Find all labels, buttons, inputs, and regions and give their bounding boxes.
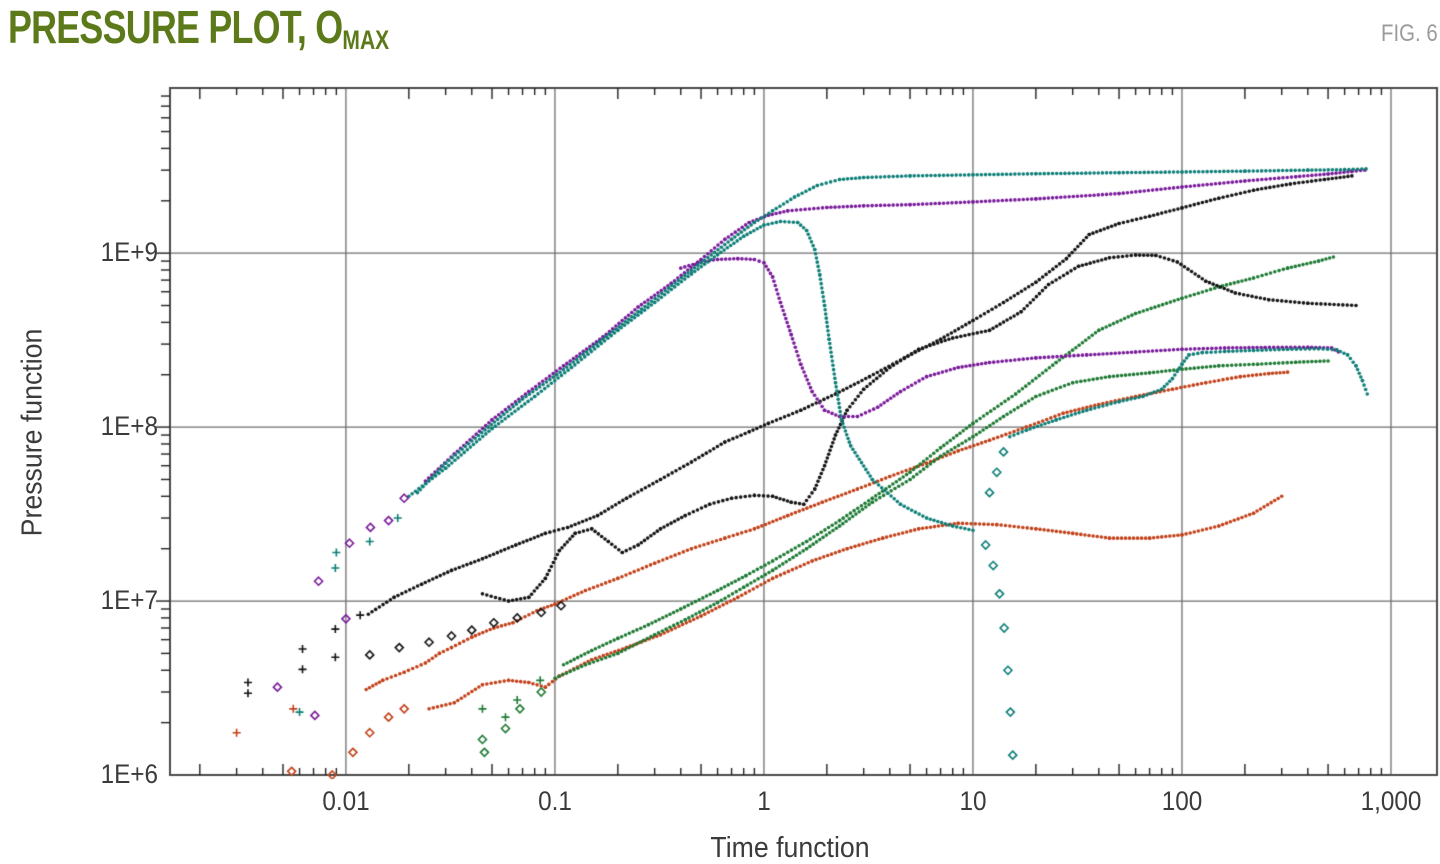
y-tick-label: 1E+9 <box>100 237 158 268</box>
figure-label: FIG. 6 <box>1381 20 1438 47</box>
x-tick-label: 1 <box>757 786 771 816</box>
y-tick-label: 1E+6 <box>100 759 158 789</box>
x-tick-label: 0.01 <box>322 786 370 816</box>
x-tick-label: 1,000 <box>1360 786 1422 816</box>
page-title-subscript: MAX <box>342 25 390 55</box>
x-axis-title: Time function <box>710 832 870 864</box>
x-tick-label: 100 <box>1161 786 1203 816</box>
page-title-main: PRESSURE PLOT, O <box>8 1 343 53</box>
x-tick-label: 0.1 <box>538 786 572 816</box>
y-tick-label: 1E+8 <box>100 411 158 442</box>
y-tick-label: 1E+7 <box>100 585 158 616</box>
x-tick-label: 10 <box>959 786 987 816</box>
page-title: PRESSURE PLOT, OMAX <box>8 0 389 56</box>
